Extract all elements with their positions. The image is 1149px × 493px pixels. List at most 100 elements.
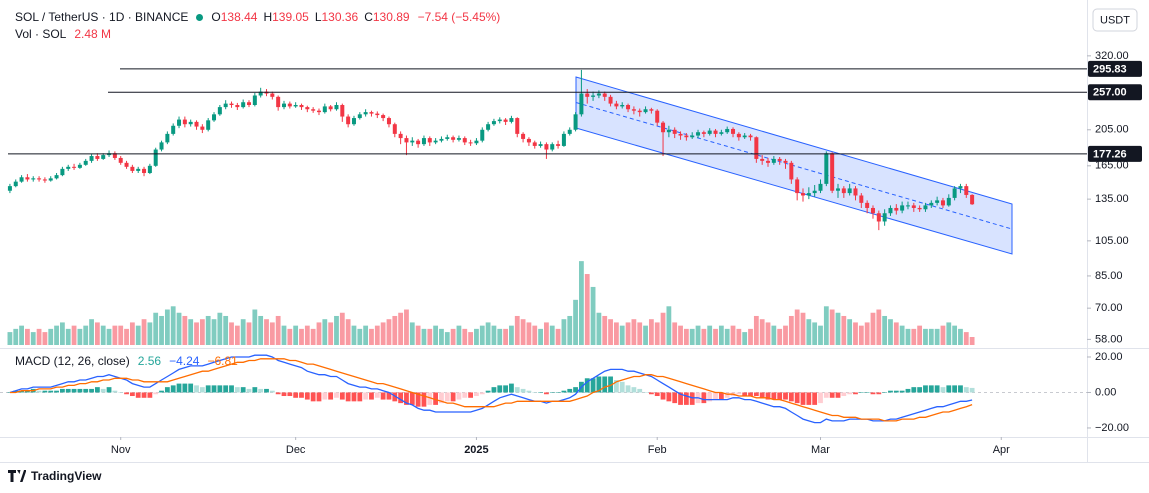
currency-box [1092, 8, 1138, 32]
histogram-bar [625, 385, 631, 393]
volume-bar [258, 315, 264, 345]
candle-body [66, 166, 71, 169]
histogram-bar [234, 387, 240, 393]
histogram-bar [409, 392, 415, 405]
volume-bar [217, 312, 223, 345]
volume-bar [683, 328, 689, 345]
histogram-bar [555, 392, 561, 393]
histogram-bar [567, 388, 573, 393]
volume-bar [544, 322, 549, 345]
candle-body [427, 138, 432, 143]
x-tick-label: Nov [111, 444, 131, 456]
volume-bar [788, 315, 794, 345]
candle-body [783, 160, 788, 163]
volume-bar [724, 328, 730, 345]
histogram-bar [485, 390, 491, 393]
volume-bar [433, 325, 439, 345]
candle-body [159, 142, 164, 150]
volume-bar [503, 328, 508, 345]
histogram-bar [89, 388, 94, 393]
volume-bar [427, 328, 433, 345]
ohlc-item: L130.36 [315, 10, 358, 24]
histogram-bar [153, 392, 159, 395]
candle-body [421, 138, 426, 145]
macd-line [9, 354, 973, 424]
volume-bar [65, 328, 71, 345]
candle-body [556, 144, 561, 146]
volume-bar [182, 315, 188, 345]
channel-midline [575, 102, 1013, 230]
histogram-bar [304, 392, 310, 400]
level-label-box [1088, 145, 1142, 162]
volume-bar [19, 325, 24, 345]
legend-macd: MACD (12, 26, close) 2.56 −4.24 −6.81 [15, 354, 238, 368]
histogram-bar [969, 387, 975, 393]
volume-bar [532, 325, 538, 345]
volume-bar [374, 325, 380, 345]
volume-bar [229, 322, 234, 345]
y-tick-label: 20.00 [1095, 351, 1123, 363]
volume-bar [25, 328, 30, 345]
candle-body [89, 156, 94, 161]
ohlc-values: O138.44 H139.05 L130.36 C130.89 [211, 10, 409, 24]
volume-bar [252, 309, 258, 345]
candle-body [958, 186, 963, 189]
volume-bar [497, 328, 503, 345]
histogram-bar [118, 392, 124, 393]
volume-bar [322, 319, 328, 345]
histogram-bar [683, 392, 689, 405]
volume-bar [159, 315, 164, 345]
volume-bars [7, 261, 975, 345]
legend-symbol: SOL / TetherUS · 1D · BINANCE O138.44 H13… [15, 10, 500, 24]
histogram-bar [893, 390, 899, 393]
histogram-bar [281, 392, 287, 397]
candle-body [293, 104, 298, 107]
candle-body [270, 93, 275, 97]
ohlc-key: L [314, 10, 322, 24]
candle-body [946, 197, 951, 206]
candle-body [748, 135, 753, 138]
candle-body [95, 156, 100, 159]
histogram-bar [211, 385, 217, 393]
histogram-bar [958, 385, 963, 393]
volume-bar [124, 328, 129, 345]
volume-bar [351, 325, 357, 345]
candle-body [771, 158, 776, 163]
histogram-bar [159, 390, 164, 393]
candle-body [940, 200, 945, 206]
histogram-bar [899, 390, 905, 393]
candle-body [72, 166, 77, 168]
histogram-bar [812, 392, 818, 405]
histogram-bar [573, 387, 578, 393]
ohlc-key: H [263, 10, 273, 24]
candle-body [328, 106, 333, 110]
candle-body [643, 109, 648, 113]
candle-body [305, 107, 310, 110]
candle-body [801, 193, 806, 196]
candle-body [398, 133, 403, 139]
volume-bar [450, 328, 456, 345]
volume-bar [59, 322, 65, 345]
candle-body [532, 142, 537, 146]
candle-body [824, 153, 829, 184]
candle-body [182, 119, 187, 125]
macd-legend-value: 2.56 [137, 354, 162, 368]
histogram-bar [322, 392, 328, 400]
volume-bar [899, 325, 905, 345]
histogram-bar [258, 388, 264, 393]
volume-bar [923, 328, 928, 345]
candle-body [725, 128, 730, 133]
volume-bar [42, 332, 48, 345]
volume-bar [77, 328, 83, 345]
histogram-bar [765, 392, 771, 400]
volume-bar [199, 319, 205, 345]
volume-bar [707, 325, 713, 345]
candle-body [911, 205, 916, 208]
volume-bar [398, 312, 404, 345]
candle-body [497, 119, 502, 122]
volume-bar [631, 319, 637, 345]
volume-bar [287, 328, 293, 345]
histogram-bar [468, 392, 474, 398]
volume-bar [380, 322, 386, 345]
